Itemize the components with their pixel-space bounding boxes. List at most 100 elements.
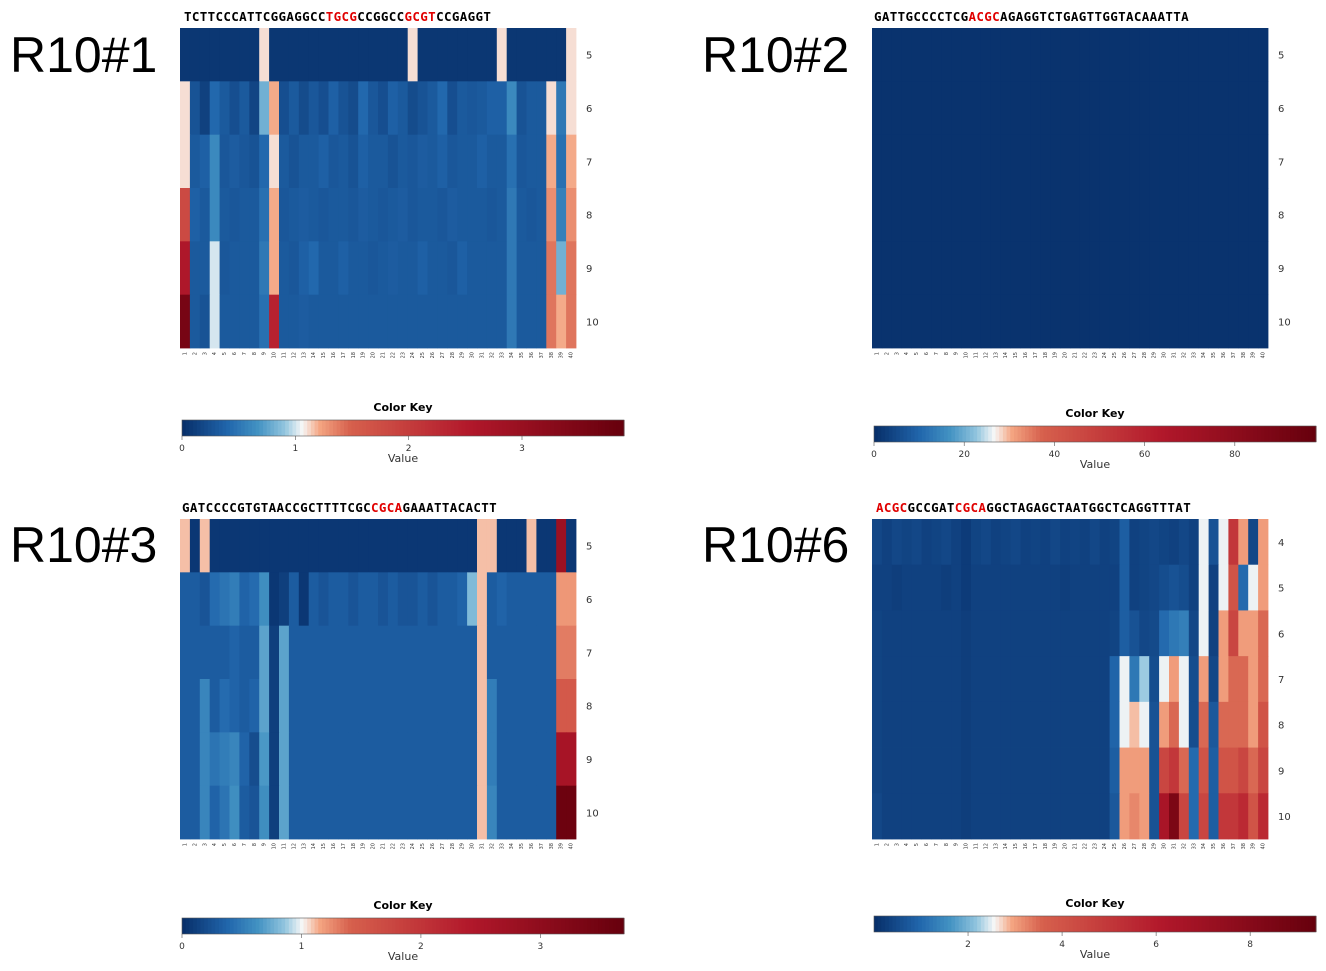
color-key-axis-label: Value	[388, 950, 418, 963]
heatmap-cell	[536, 785, 547, 840]
color-key-swatch	[1120, 426, 1125, 442]
heatmap-cell	[1248, 28, 1259, 82]
color-key-swatch	[1220, 916, 1225, 932]
column-label: 31	[479, 843, 485, 849]
heatmap-cell	[881, 134, 893, 189]
sequence-r10-2: GATTGCCCCTCGACGCAGAGGTCTGAGTTGGTACAAATTA	[874, 9, 1189, 24]
heatmap-cell	[249, 188, 260, 242]
color-key-swatch	[391, 918, 397, 934]
heatmap-cell	[467, 679, 478, 733]
color-key-swatch	[1198, 426, 1203, 442]
heatmap-cell	[427, 81, 438, 136]
heatmap-cell	[1060, 564, 1071, 611]
heatmap-cell	[239, 785, 250, 840]
heatmap-cell	[901, 188, 912, 242]
heatmap-cell	[1040, 241, 1051, 296]
heatmap-cell	[457, 625, 468, 680]
heatmap-cell	[387, 241, 399, 296]
color-key-swatch	[336, 420, 341, 436]
heatmap-cell	[1109, 747, 1120, 794]
color-key-swatch	[1039, 916, 1044, 932]
column-label: 32	[489, 352, 495, 358]
heatmap-cell	[1218, 793, 1229, 840]
heatmap-cell	[387, 294, 399, 349]
heatmap-cell	[901, 134, 912, 189]
column-label: 29	[1152, 352, 1158, 358]
heatmap-cell	[1149, 519, 1160, 566]
heatmap-cell	[881, 747, 893, 794]
heatmap-cell	[1099, 656, 1110, 703]
heatmap-cell	[872, 28, 883, 82]
color-key-swatch	[277, 420, 282, 436]
heatmap-cell	[1010, 519, 1021, 566]
heatmap-cell	[891, 294, 903, 349]
column-label: 26	[430, 843, 436, 849]
color-key-swatch	[1047, 426, 1052, 442]
heatmap-cell	[387, 679, 399, 733]
color-key-swatch	[218, 918, 224, 934]
heatmap-cell	[358, 732, 369, 787]
heatmap-cell	[891, 701, 903, 748]
color-key-swatch	[193, 420, 198, 436]
heatmap-cell	[259, 519, 270, 573]
color-key-swatch	[1083, 916, 1089, 932]
column-label: 25	[1112, 352, 1118, 358]
heatmap-cell	[1178, 564, 1190, 611]
heatmap-cell	[368, 785, 379, 840]
heatmap-cell	[457, 519, 468, 573]
heatmap-cell	[1178, 610, 1190, 657]
color-key-swatch	[557, 918, 562, 934]
color-key-swatch	[1080, 916, 1085, 932]
heatmap-cell	[199, 679, 211, 733]
heatmap-cell	[417, 732, 428, 787]
heatmap-cell	[1238, 241, 1249, 296]
heatmap-cell	[1040, 747, 1051, 794]
color-key-tick-label: 1	[292, 444, 298, 454]
heatmap-cell	[269, 785, 280, 840]
heatmap-cell	[229, 519, 240, 573]
heatmap-cell	[1139, 28, 1150, 82]
heatmap-cell	[1149, 793, 1160, 840]
heatmap-cell	[1258, 81, 1269, 136]
heatmap-cell	[269, 188, 280, 242]
color-key-swatch	[561, 918, 566, 934]
heatmap-cell	[378, 732, 389, 787]
heatmap-cell	[1198, 519, 1209, 566]
color-key-swatch	[182, 918, 187, 934]
heatmap-cell	[437, 134, 448, 189]
heatmap-cell	[180, 241, 191, 296]
heatmap-cell	[872, 519, 883, 566]
column-label: 36	[1221, 843, 1227, 849]
color-key-swatch	[211, 918, 216, 934]
color-key-swatch	[1179, 916, 1184, 932]
color-key-swatch	[251, 420, 257, 436]
heatmap-cell	[288, 241, 300, 296]
heatmap-cell	[1070, 81, 1081, 136]
heatmap-cell	[180, 81, 191, 136]
color-key-tick-label: 2	[406, 444, 412, 454]
color-key-swatch	[263, 918, 268, 934]
heatmap-cell	[1020, 701, 1031, 748]
color-key-swatch	[1106, 426, 1111, 442]
column-label: 21	[1072, 843, 1078, 849]
heatmap-cell	[496, 28, 508, 82]
color-key-swatch	[1139, 426, 1144, 442]
color-key-swatch	[1013, 426, 1019, 442]
heatmap-cell	[1099, 701, 1110, 748]
heatmap-cell	[990, 793, 1002, 840]
color-key-swatch	[1142, 916, 1148, 932]
color-key-swatch	[377, 420, 382, 436]
color-key-swatch	[980, 426, 985, 442]
color-key-swatch	[958, 426, 963, 442]
color-key-swatch	[200, 918, 205, 934]
heatmap-cell	[477, 294, 488, 349]
heatmap-cell	[872, 188, 883, 242]
column-label: 32	[1181, 843, 1187, 849]
color-key-axis-label: Value	[388, 452, 418, 465]
heatmap-cell	[219, 134, 230, 189]
color-key-swatch	[1146, 426, 1151, 442]
heatmap-cell	[1238, 28, 1249, 82]
column-label: 38	[1241, 843, 1247, 849]
color-key-swatch	[1216, 916, 1221, 932]
heatmap-cell	[1228, 188, 1239, 242]
